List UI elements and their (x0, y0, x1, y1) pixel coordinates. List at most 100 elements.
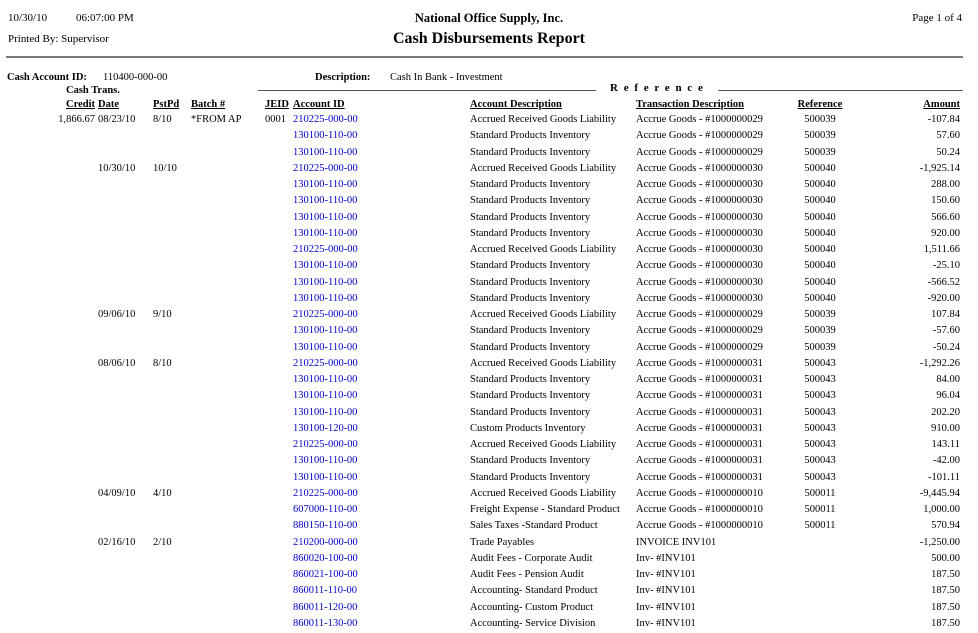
printed-by: Printed By: Supervisor (8, 33, 109, 45)
cell-account-desc: Standard Products Inventory (470, 292, 591, 304)
cell-trans-desc: Inv- #INV101 (636, 617, 696, 629)
cell-batch (190, 161, 264, 177)
cell-trans-desc: Accrue Goods - #1000000031 (636, 455, 763, 467)
cell-batch (190, 421, 264, 437)
cell-date (95, 502, 152, 518)
cell-credit (0, 340, 95, 356)
cell-account-id[interactable]: 210225-000-00 (293, 357, 358, 369)
cell-date (95, 616, 152, 632)
table-row: 130100-110-00 Standard Products Inventory… (0, 210, 960, 226)
cell-account-id[interactable]: 860011-110-00 (293, 585, 357, 597)
cell-reference (780, 583, 860, 599)
cell-account-id[interactable]: 860011-120-00 (293, 601, 358, 613)
cell-jeid (264, 502, 291, 518)
cell-reference: 500040 (804, 162, 836, 174)
cell-date (95, 567, 152, 583)
cell-batch (190, 128, 264, 144)
cell-account-id[interactable]: 130100-110-00 (293, 325, 358, 337)
cell-account-id[interactable]: 130100-110-00 (293, 146, 358, 158)
cell-batch (190, 551, 264, 567)
cell-account-id[interactable]: 130100-110-00 (293, 406, 358, 418)
table-row: 130100-110-00 Standard Products Inventory… (0, 226, 960, 242)
cell-account-id[interactable]: 210225-000-00 (293, 309, 358, 320)
cell-pstpd: 2/10 (153, 536, 172, 548)
cell-credit (0, 356, 95, 372)
table-row: 210225-000-00 Accrued Received Goods Liab… (0, 242, 960, 258)
cell-account-id[interactable]: 130100-110-00 (293, 341, 358, 353)
cell-pstpd (152, 421, 190, 437)
cell-account-id[interactable]: 860011-130-00 (293, 617, 358, 629)
cell-account-id[interactable]: 860021-100-00 (293, 569, 358, 580)
cell-account-id[interactable]: 130100-110-00 (293, 374, 358, 385)
header-transaction-description: Transaction Description (636, 99, 745, 110)
cell-account-id[interactable]: 130100-110-00 (293, 227, 358, 239)
cell-account-id[interactable]: 130100-110-00 (293, 390, 358, 402)
table-row: 130100-110-00 Standard Products Inventory… (0, 340, 960, 356)
header-pstpd: PstPd (153, 99, 180, 110)
cell-batch (190, 356, 264, 372)
cell-batch (190, 372, 264, 388)
cell-trans-desc: Accrue Goods - #1000000031 (636, 471, 763, 483)
table-row: 130100-110-00 Standard Products Inventory… (0, 372, 960, 388)
cell-credit (0, 551, 95, 567)
cell-account-id[interactable]: 130100-110-00 (293, 130, 358, 142)
cell-pstpd (152, 340, 190, 356)
cell-account-desc: Audit Fees - Corporate Audit (470, 552, 593, 564)
reference-group-line-right (718, 90, 963, 91)
table-row: 130100-110-00 Standard Products Inventory… (0, 145, 960, 161)
cell-account-id[interactable]: 130100-110-00 (293, 471, 358, 483)
cell-reference: 500043 (804, 439, 836, 450)
cell-account-id[interactable]: 210200-000-00 (293, 536, 358, 548)
header-batch: Batch # (191, 99, 226, 110)
cell-account-id[interactable]: 210225-000-00 (293, 487, 358, 499)
cell-account-id[interactable]: 210225-000-00 (293, 439, 358, 450)
cell-batch (190, 210, 264, 226)
table-row: 130100-110-00 Standard Products Inventory… (0, 388, 960, 404)
cell-amount: 570.94 (931, 520, 960, 532)
header-credit: Credit (66, 99, 95, 110)
cell-account-desc: Standard Products Inventory (470, 455, 591, 467)
cell-account-id[interactable]: 210225-000-00 (293, 244, 358, 255)
cell-account-desc: Trade Payables (470, 536, 535, 548)
print-time: 06:07:00 PM (76, 12, 134, 24)
cell-batch (190, 486, 264, 502)
cell-account-id[interactable]: 130100-110-00 (293, 211, 358, 223)
cell-jeid (264, 242, 291, 258)
table-row: 607000-110-00 Freight Expense - Standard … (0, 502, 960, 518)
cell-trans-desc: Accrue Goods - #1000000031 (636, 357, 763, 369)
table-row: 860011-130-00 Accounting- Service Divisio… (0, 616, 960, 632)
company-name: National Office Supply, Inc. (414, 11, 564, 25)
cell-account-id[interactable]: 880150-110-00 (293, 520, 358, 532)
cell-reference: 500040 (804, 244, 836, 255)
cell-account-id[interactable]: 130100-110-00 (293, 195, 358, 207)
cell-account-id[interactable]: 130100-120-00 (293, 422, 358, 434)
cell-account-id[interactable]: 130100-110-00 (293, 455, 358, 467)
cell-account-id[interactable]: 130100-110-00 (293, 292, 358, 304)
cell-batch (190, 567, 264, 583)
cell-account-id[interactable]: 210225-000-00 (293, 162, 358, 174)
cell-account-id[interactable]: 130100-110-00 (293, 260, 358, 272)
cell-account-id[interactable]: 860020-100-00 (293, 552, 358, 564)
cell-amount: 96.04 (936, 390, 960, 402)
cell-date (95, 210, 152, 226)
cell-account-id[interactable]: 130100-110-00 (293, 276, 358, 288)
cell-account-id[interactable]: 210225-000-00 (293, 114, 358, 125)
table-row: 860011-120-00 Accounting- Custom Product I… (0, 600, 960, 616)
cell-credit (0, 177, 95, 193)
cell-jeid (264, 356, 291, 372)
cell-reference: 500011 (804, 487, 836, 499)
cell-account-id[interactable]: 130100-110-00 (293, 179, 358, 190)
cell-trans-desc: Accrue Goods - #1000000029 (636, 309, 763, 320)
table-body: 1,866.67 08/23/10 8/10 *FROM AP 0001 210225-0… (0, 112, 960, 632)
cell-pstpd (152, 242, 190, 258)
cell-batch (190, 340, 264, 356)
cell-pstpd (152, 405, 190, 421)
cell-jeid (264, 275, 291, 291)
header-account-description: Account Description (470, 99, 562, 110)
table-row: 880150-110-00 Sales Taxes -Standard Produ… (0, 518, 960, 534)
cell-jeid (264, 583, 291, 599)
cell-account-id[interactable]: 607000-110-00 (293, 504, 358, 515)
cell-date (95, 453, 152, 469)
cell-account-desc: Standard Products Inventory (470, 325, 591, 337)
